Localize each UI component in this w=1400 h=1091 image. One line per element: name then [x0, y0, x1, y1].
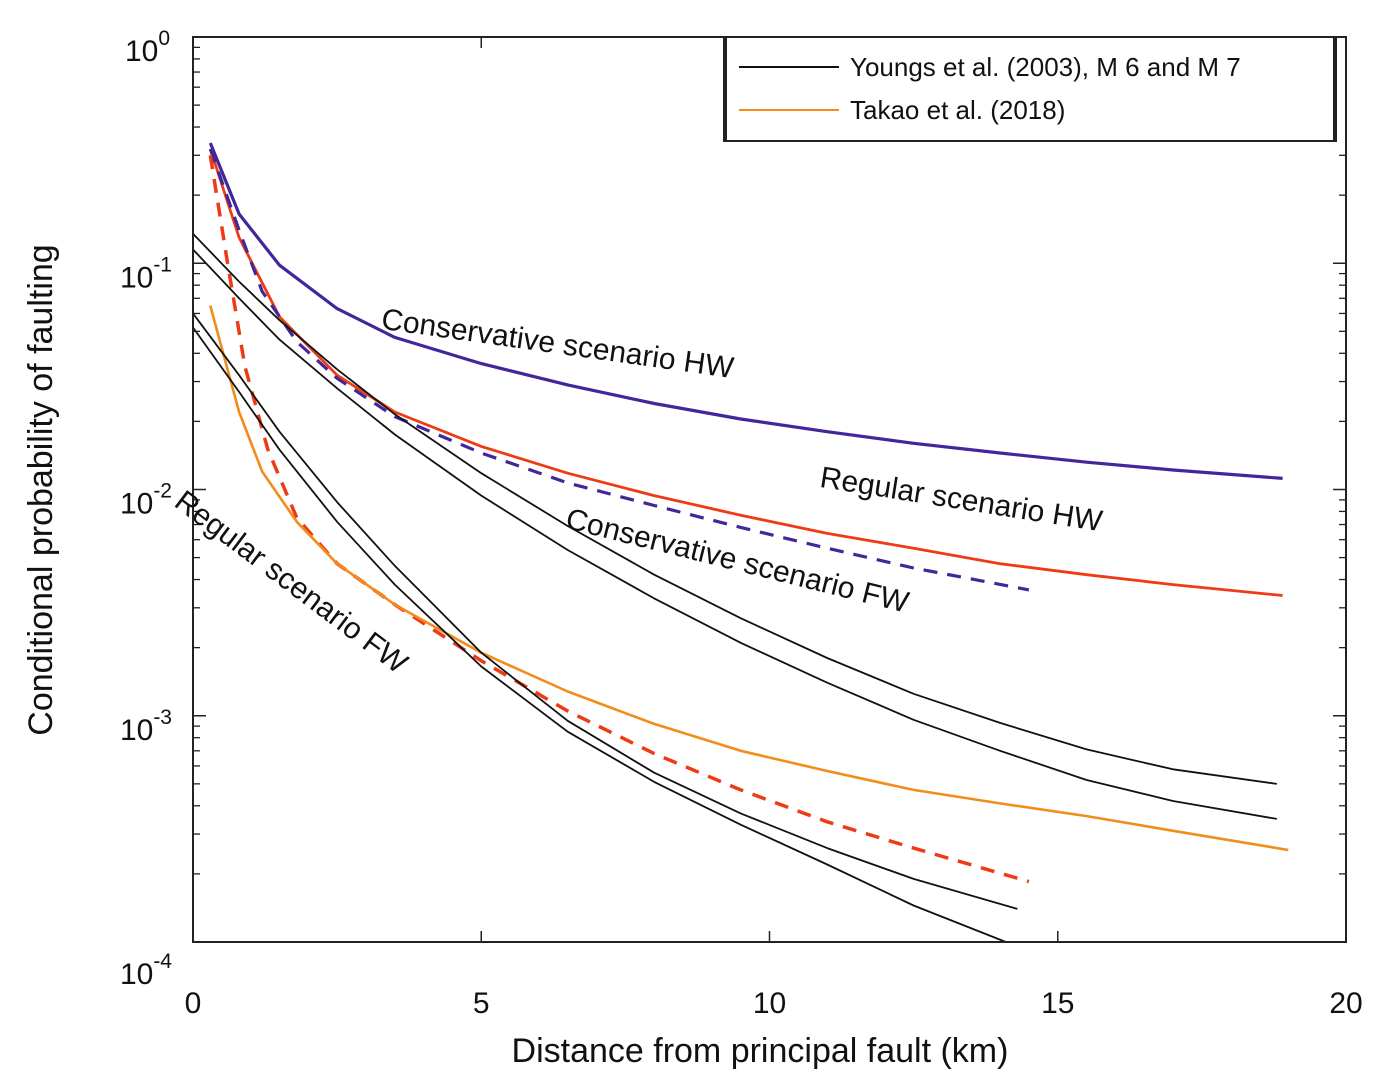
- y-ticks: 100 10-1 10-2 10-3 10-4: [120, 27, 1346, 991]
- y-minor-ticks: [193, 46, 1346, 875]
- series-youngs-et-al-2003-fw-2: [192, 326, 1007, 943]
- annotation-regular-scenario-hw: Regular scenario HW: [818, 461, 1105, 538]
- series-youngs-et-al-2003-fw-1: [192, 312, 1018, 910]
- y-tick-label: 10-4: [120, 950, 172, 991]
- y-tick-label: 10-2: [120, 480, 172, 521]
- x-tick-label: 5: [473, 987, 490, 1020]
- y-tick-label: 10-3: [120, 706, 172, 747]
- x-tick-label: 15: [1041, 987, 1074, 1020]
- y-tick-label: 100: [125, 27, 170, 68]
- x-tick-label: 10: [753, 987, 786, 1020]
- legend-box: [723, 36, 1337, 142]
- legend-label-takao: Takao et al. (2018): [850, 95, 1065, 125]
- series-youngs-et-al-2003-hw-1: [192, 233, 1277, 785]
- series-layer: [192, 142, 1289, 943]
- x-tick-label: 20: [1329, 987, 1362, 1020]
- annotation-conservative-scenario-fw: Conservative scenario FW: [563, 502, 913, 619]
- series-conservative-scenario-fw: [208, 148, 1030, 592]
- plot-frame: [192, 36, 1347, 943]
- legend-label-youngs: Youngs et al. (2003), M 6 and M 7: [850, 52, 1241, 82]
- y-tick-label: 10-1: [120, 253, 172, 294]
- legend: Youngs et al. (2003), M 6 and M 7 Takao …: [723, 36, 1337, 142]
- series-conservative-scenario-hw: [208, 142, 1283, 480]
- series-takao-et-al-2018: [209, 305, 1289, 852]
- series-regular-scenario-fw: [208, 155, 1030, 884]
- annotation-conservative-scenario-hw: Conservative scenario HW: [379, 303, 736, 385]
- x-tick-label: 0: [185, 987, 202, 1020]
- series-youngs-et-al-2003-hw-2: [192, 248, 1277, 820]
- x-axis-label: Distance from principal fault (km): [512, 1032, 1009, 1070]
- y-axis-label: Conditional probability of faulting: [22, 244, 60, 735]
